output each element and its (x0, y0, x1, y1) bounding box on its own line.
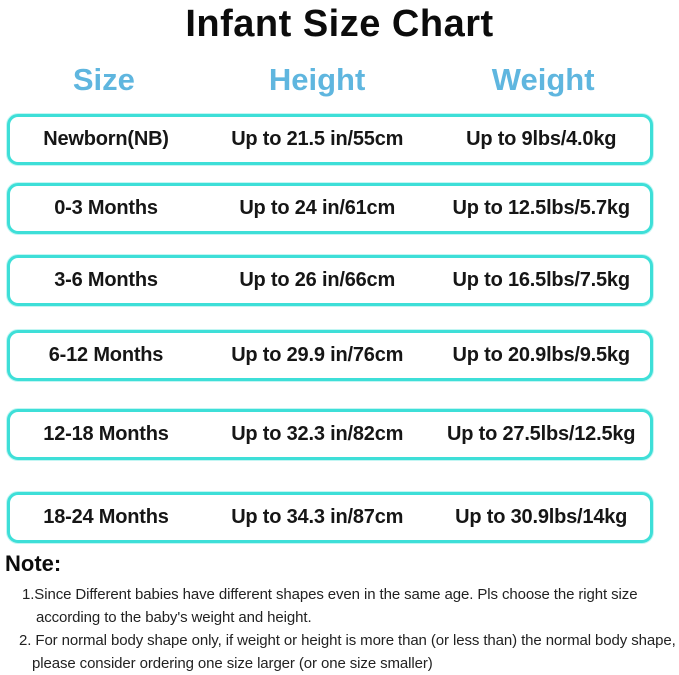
row-weight-cell: Up to 9lbs/4.0kg (466, 128, 617, 150)
table-row-12-18-months: 12-18 Months Up to 32.3 in/82cm Up to 27… (7, 409, 653, 460)
row-size-cell: 0-3 Months (54, 197, 158, 219)
row-height-cell: Up to 21.5 in/55cm (231, 128, 404, 150)
row-weight-cell: Up to 12.5lbs/5.7kg (452, 197, 631, 219)
row-size-cell: 18-24 Months (43, 506, 169, 528)
table-row-0-3-months: 0-3 Months Up to 24 in/61cm Up to 12.5lb… (7, 183, 653, 234)
note-line: 2. For normal body shape only, if weight… (19, 632, 676, 649)
column-header-size: Size (72, 62, 135, 97)
row-weight-cell: Up to 30.9lbs/14kg (455, 506, 628, 528)
table-row-6-12-months: 6-12 Months Up to 29.9 in/76cm Up to 20.… (7, 330, 653, 381)
note-line: according to the baby's weight and heigh… (36, 609, 312, 626)
table-row-3-6-months: 3-6 Months Up to 26 in/66cm Up to 16.5lb… (7, 255, 653, 306)
note-section: Note: 1.Since Different babies have diff… (0, 551, 679, 675)
note-label: Note: (5, 551, 62, 576)
row-height-cell: Up to 26 in/66cm (239, 269, 396, 291)
row-height-cell: Up to 32.3 in/82cm (231, 423, 404, 445)
table-row-18-24-months: 18-24 Months Up to 34.3 in/87cm Up to 30… (7, 492, 653, 543)
row-height-cell: Up to 24 in/61cm (239, 197, 396, 219)
row-height-cell: Up to 34.3 in/87cm (231, 506, 404, 528)
note-line: please consider ordering one size larger… (32, 655, 433, 672)
row-weight-cell: Up to 20.9lbs/9.5kg (452, 344, 631, 366)
row-weight-cell: Up to 27.5lbs/12.5kg (447, 423, 636, 445)
row-height-cell: Up to 29.9 in/76cm (231, 344, 404, 366)
column-header-weight: Weight (491, 62, 595, 97)
row-size-cell: 6-12 Months (48, 344, 164, 366)
row-weight-cell: Up to 16.5lbs/7.5kg (452, 269, 631, 291)
column-header-height: Height (268, 62, 366, 97)
page-title: Infant Size Chart (185, 3, 494, 45)
size-table: Newborn(NB) Up to 21.5 in/55cm Up to 9lb… (0, 114, 679, 543)
row-size-cell: Newborn(NB) (43, 128, 169, 150)
table-row-newborn: Newborn(NB) Up to 21.5 in/55cm Up to 9lb… (7, 114, 653, 165)
row-size-cell: 3-6 Months (54, 269, 158, 291)
note-line: 1.Since Different babies have different … (22, 586, 638, 603)
row-size-cell: 12-18 Months (43, 423, 169, 445)
table-header-row: Size Height Weight (7, 61, 653, 99)
